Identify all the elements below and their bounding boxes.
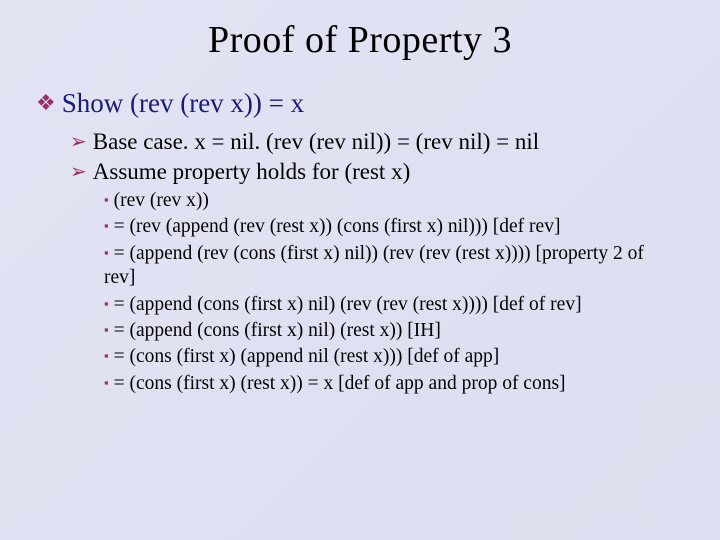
assume-text: Assume property holds for (rest x) <box>93 159 410 184</box>
proof-step: ▪ = (append (cons (first x) nil) (rev (re… <box>104 293 684 317</box>
show-line: ❖Show (rev (rev x)) = x <box>36 88 684 119</box>
base-case-line: ➢Base case. x = nil. (rev (rev nil)) = (… <box>70 129 684 155</box>
proof-step: ▪ = (rev (append (rev (rest x)) (cons (fi… <box>104 215 684 239</box>
square-bullet-icon: ▪ <box>104 245 109 261</box>
square-bullet-icon: ▪ <box>104 192 109 208</box>
show-text: Show (rev (rev x)) = x <box>62 88 304 118</box>
assume-line: ➢Assume property holds for (rest x) <box>70 159 684 185</box>
proof-step-text: = (append (cons (first x) nil) (rest x))… <box>114 320 441 341</box>
proof-step: ▪= (append (rev (cons (first x) nil)) (r… <box>104 242 684 291</box>
square-bullet-icon: ▪ <box>104 296 109 312</box>
square-bullet-icon: ▪ <box>104 375 109 391</box>
proof-step: ▪ = (cons (first x) (append nil (rest x))… <box>104 345 684 369</box>
slide-title: Proof of Property 3 <box>36 18 684 62</box>
square-bullet-icon: ▪ <box>104 322 109 338</box>
diamond-bullet-icon: ❖ <box>36 90 56 116</box>
proof-step: ▪ = (append (cons (first x) nil) (rest x)… <box>104 319 684 343</box>
proof-step: ▪ (rev (rev x)) <box>104 189 684 213</box>
proof-step-text: = (append (cons (first x) nil) (rev (rev… <box>114 294 582 315</box>
slide: Proof of Property 3 ❖Show (rev (rev x)) … <box>0 0 720 540</box>
square-bullet-icon: ▪ <box>104 348 109 364</box>
base-case-text: Base case. x = nil. (rev (rev nil)) = (r… <box>93 129 539 154</box>
arrow-bullet-icon: ➢ <box>70 159 87 184</box>
proof-step-text: = (append (rev (cons (first x) nil)) (re… <box>104 243 644 288</box>
proof-step-text: (rev (rev x)) <box>114 190 209 211</box>
proof-step-text: = (cons (first x) (rest x)) = x [def of … <box>114 373 566 394</box>
proof-step: ▪ = (cons (first x) (rest x)) = x [def of… <box>104 372 684 396</box>
proof-step-text: = (cons (first x) (append nil (rest x)))… <box>114 346 500 367</box>
proof-step-text: = (rev (append (rev (rest x)) (cons (fir… <box>114 216 561 237</box>
arrow-bullet-icon: ➢ <box>70 129 87 154</box>
square-bullet-icon: ▪ <box>104 218 109 234</box>
